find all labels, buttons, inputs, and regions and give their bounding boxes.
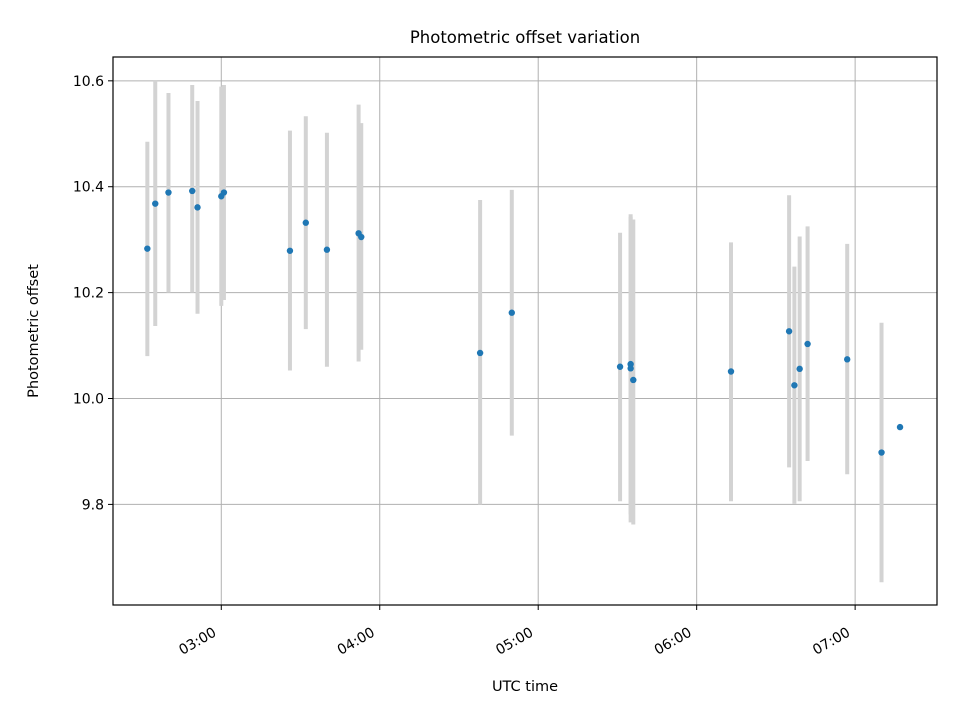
data-point xyxy=(785,328,793,335)
data-point xyxy=(508,309,515,316)
x-tick-label: 06:00 xyxy=(652,625,695,659)
data-point xyxy=(220,189,228,196)
y-axis: 9.8 10.0 10.2 10.4 10.6 xyxy=(73,74,113,513)
x-tick-label: 03:00 xyxy=(176,625,219,659)
data-point xyxy=(152,200,159,207)
data-point xyxy=(144,245,151,252)
data-point xyxy=(791,382,798,389)
data-point xyxy=(194,204,201,211)
x-tick-label: 05:00 xyxy=(493,625,536,659)
data-point xyxy=(165,189,172,196)
y-tick-label: 10.6 xyxy=(73,74,104,90)
data-point xyxy=(358,233,365,241)
plot-frame xyxy=(112,56,938,606)
data-point xyxy=(896,423,904,431)
data-point xyxy=(630,376,637,384)
data-point xyxy=(878,449,885,456)
y-tick-label: 10.2 xyxy=(73,286,104,302)
x-tick-label: 04:00 xyxy=(335,625,378,659)
chart-title: Photometric offset variation xyxy=(410,28,640,47)
grid xyxy=(113,57,937,605)
data-point xyxy=(476,349,484,357)
data-point xyxy=(616,363,624,370)
x-axis-label: UTC time xyxy=(492,679,558,695)
data-point xyxy=(804,340,811,348)
data-point xyxy=(844,356,851,363)
data-point xyxy=(796,365,803,373)
data-point xyxy=(189,187,196,195)
x-axis: 03:00 04:00 05:00 06:00 07:00 xyxy=(176,605,856,659)
y-axis-label: Photometric offset xyxy=(26,264,42,398)
data-points xyxy=(144,187,904,456)
y-tick-label: 10.0 xyxy=(73,392,104,408)
data-point xyxy=(323,246,331,253)
error-bars xyxy=(145,80,884,583)
y-tick-label: 10.4 xyxy=(73,180,104,196)
data-point xyxy=(302,219,309,226)
data-point xyxy=(627,365,634,372)
x-tick-label: 07:00 xyxy=(810,625,853,659)
data-point xyxy=(727,368,735,375)
data-point xyxy=(286,247,294,254)
y-tick-label: 9.8 xyxy=(82,497,104,513)
